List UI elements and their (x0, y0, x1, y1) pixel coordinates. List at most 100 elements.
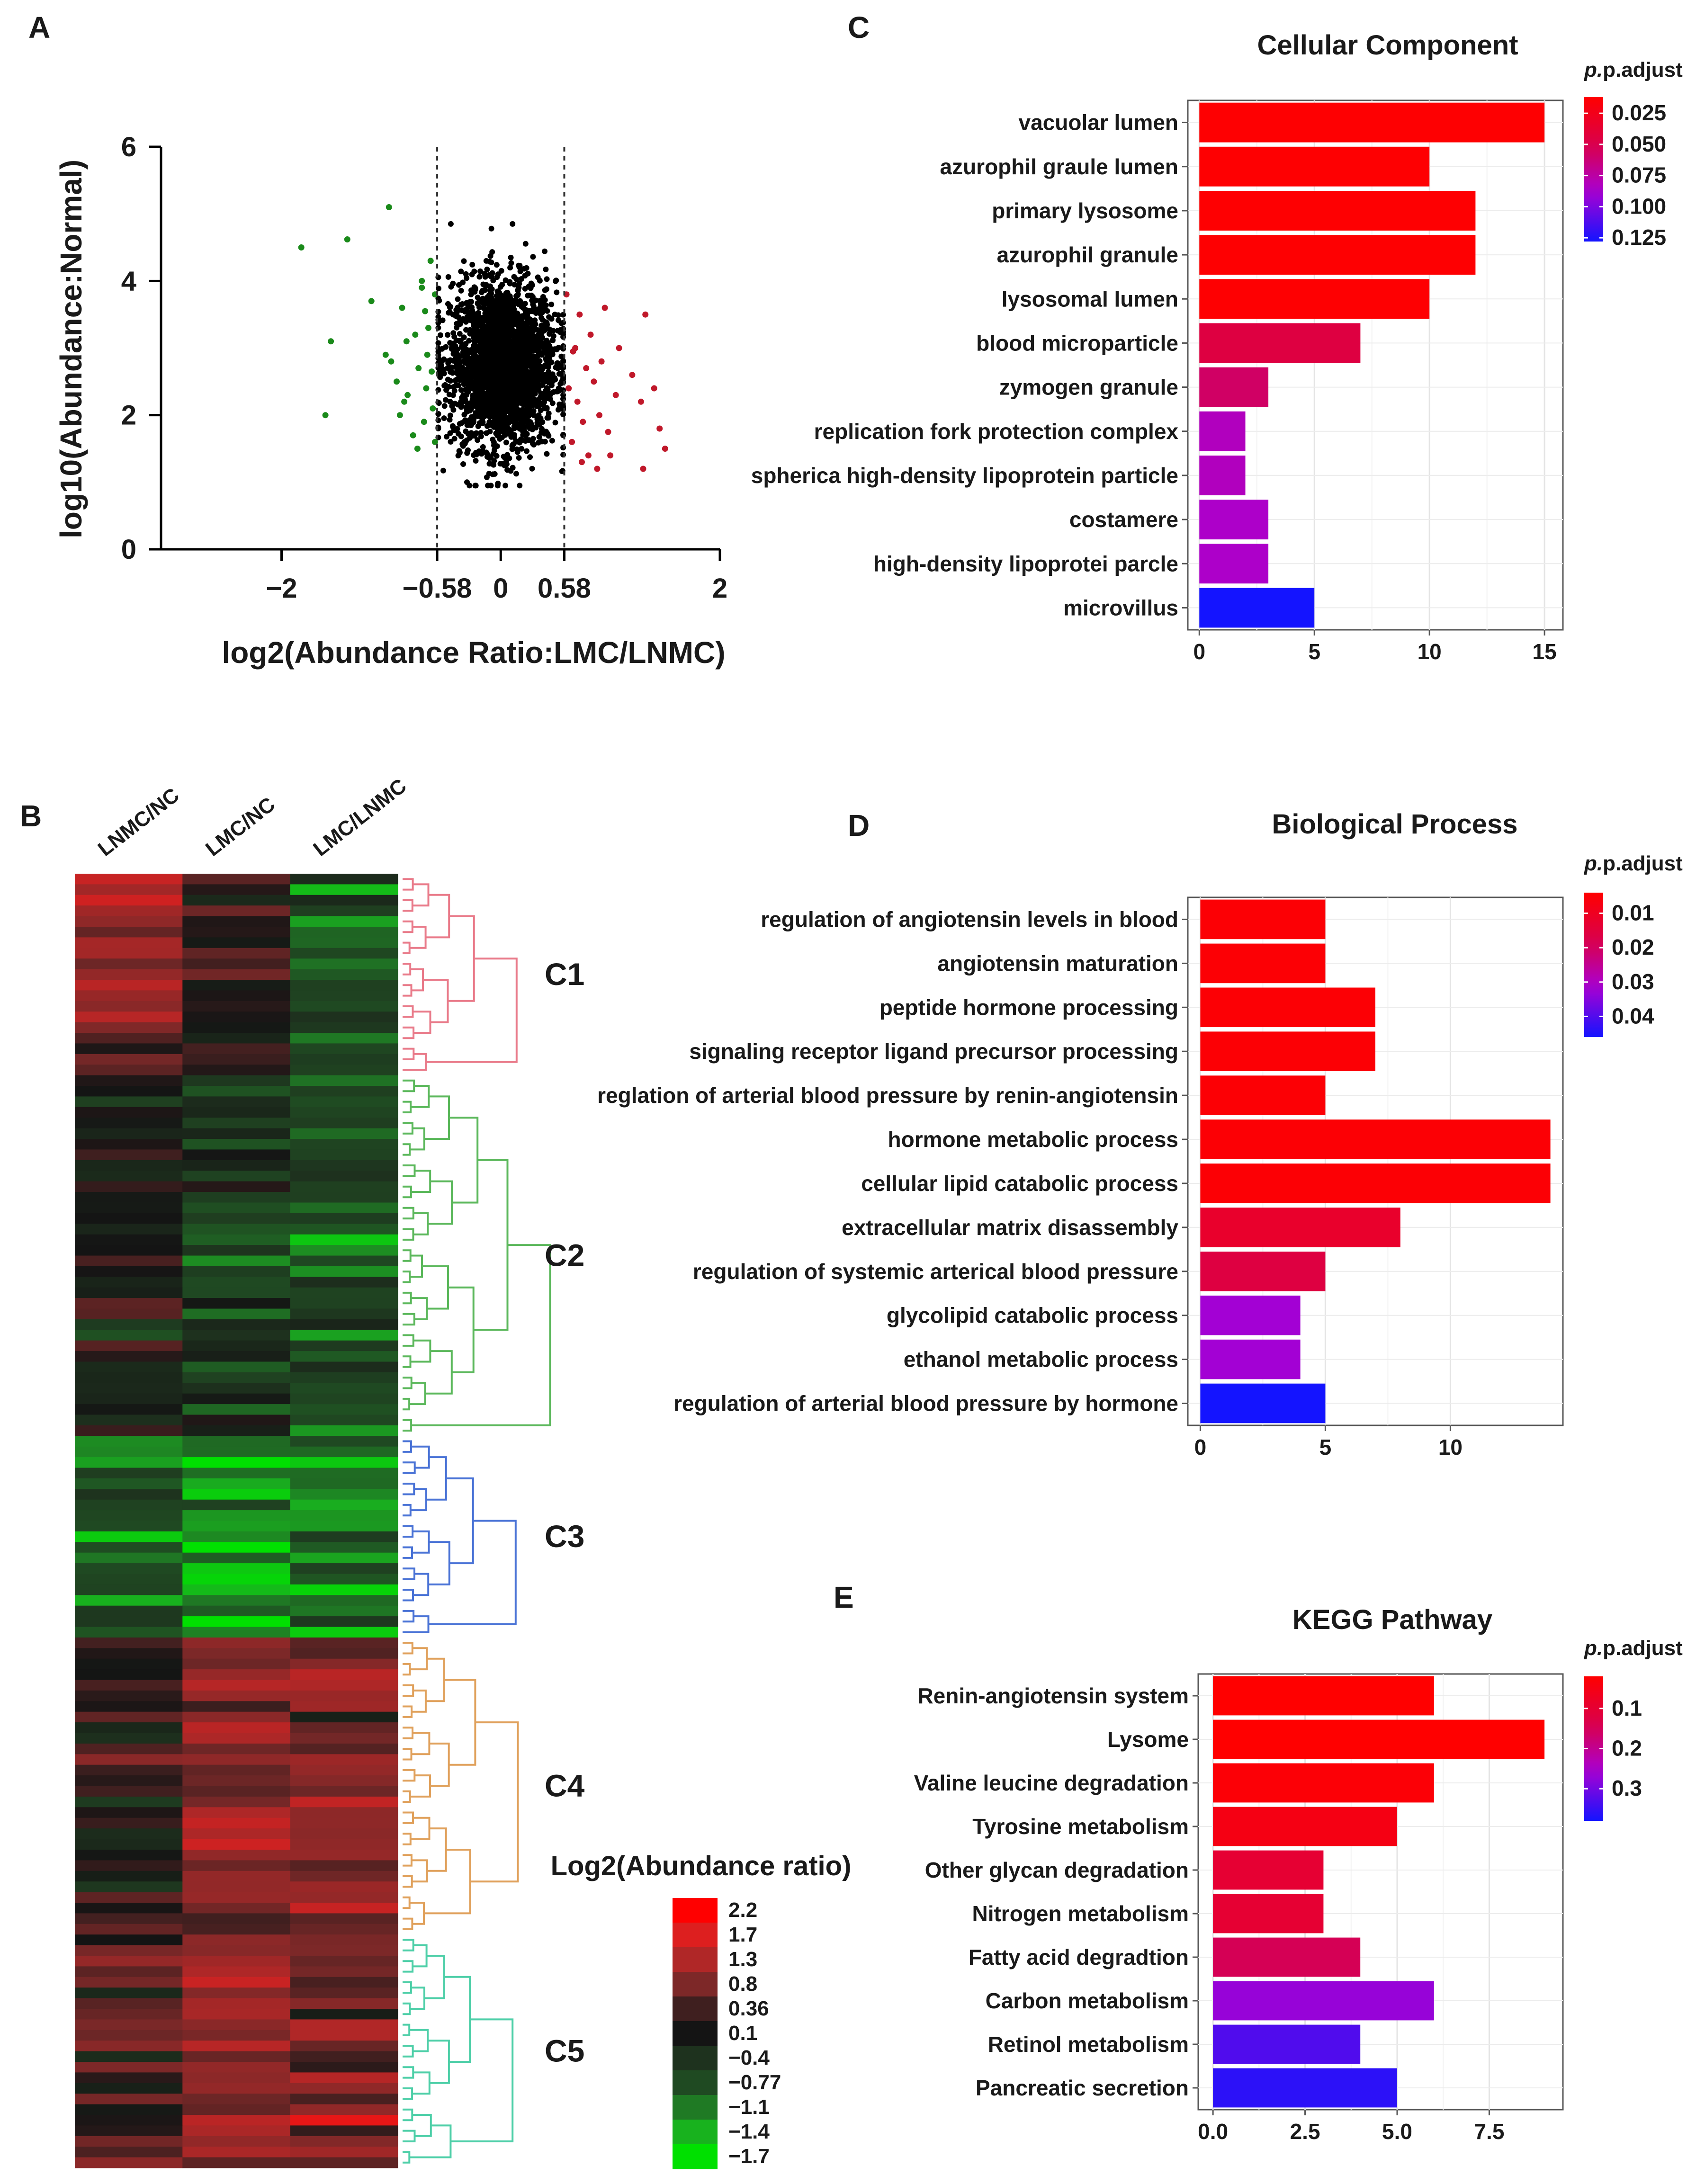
c-bar (1199, 544, 1269, 584)
heatmap-cell (182, 1054, 291, 1065)
heatmap-cell (182, 2041, 291, 2052)
heatmap-cell (290, 1860, 398, 1871)
heatmap-cell (290, 1478, 398, 1489)
dendrogram-branch (427, 1827, 447, 1872)
dendrogram-branch (403, 963, 412, 976)
e-legend-title: p.p.adjust (1584, 1637, 1683, 1660)
dendrogram-branch (403, 1727, 413, 1739)
scatter-point-up-regulated (629, 372, 636, 378)
scatter-point-ns (482, 287, 488, 293)
heatmap-cell (75, 1521, 183, 1532)
scatter-point-ns (478, 346, 484, 352)
scatter-point-down-regulated (419, 277, 425, 284)
scatter-point-ns (492, 369, 498, 376)
d-x-tick-label: 0 (1194, 1435, 1207, 1459)
heatmap-cell (182, 1287, 291, 1298)
cluster-label-c5: C5 (545, 2033, 584, 2068)
heatmap-cell (182, 1425, 291, 1436)
scatter-point-ns (498, 379, 504, 385)
scatter-point-ns (474, 325, 479, 331)
dendrogram-branch (403, 1811, 414, 1824)
heatmap-cell (182, 2009, 291, 2020)
scatter-point-ns (493, 430, 499, 437)
d-legend-label: 0.01 (1612, 901, 1654, 925)
dendrogram-branch (403, 1875, 413, 1888)
dendrogram-branch (448, 915, 475, 1002)
heatmap-cell (75, 1924, 183, 1935)
scatter-point-ns (546, 411, 552, 417)
dendrogram-branch (403, 1440, 412, 1453)
c-legend-bar (1584, 97, 1603, 242)
heatmap-cell (290, 1001, 398, 1012)
scatter-point-ns (552, 312, 558, 318)
c-bar (1199, 279, 1430, 319)
dendrogram-branch (412, 883, 430, 907)
heatmap-cell (290, 1404, 398, 1415)
heatmap-cell (75, 1372, 183, 1383)
scatter-point-ns (440, 367, 447, 373)
scatter-point-ns (517, 327, 523, 332)
heatmap-cell (290, 2009, 398, 2020)
scatter-point-ns (541, 344, 547, 350)
scatter-point-up-regulated (662, 446, 668, 452)
heatmap-cell (182, 1552, 291, 1564)
heatmap-cell (182, 1807, 291, 1818)
dendrogram-branch (403, 2023, 411, 2036)
heatmap-cell (75, 1743, 183, 1754)
scatter-point-ns (441, 356, 447, 362)
dendrogram-branch (409, 1382, 426, 1405)
scatter-point-ns (464, 300, 470, 306)
scatter-point-ns (554, 289, 560, 295)
heatmap-cell (75, 1711, 183, 1723)
heatmap-cell (75, 1202, 183, 1214)
c-category-label: azurophil graule lumen (940, 154, 1178, 179)
scatter-point-ns (462, 417, 468, 423)
scatter-point-ns (473, 411, 479, 417)
d-category-label: angiotensin maturation (937, 951, 1178, 976)
e-category-label: Retinol metabolism (988, 2032, 1189, 2057)
heatmap-cell (182, 1139, 291, 1150)
scatter-point-ns (440, 467, 446, 474)
dendrogram-branch (410, 1987, 425, 2010)
scatter-point-ns (557, 381, 564, 387)
heatmap-cell (75, 1987, 183, 1999)
scatter-point-ns (492, 383, 498, 389)
cluster-label-c4: C4 (545, 1768, 585, 1803)
heatmap-cell (290, 1733, 398, 1744)
dendrogram-branch (473, 1159, 509, 1331)
heatmap-cell (75, 1733, 183, 1744)
scatter-point-ns (453, 383, 459, 389)
heatmap-cell (75, 2051, 183, 2062)
heatmap-cell (75, 1234, 183, 1245)
scatter-point-ns (529, 337, 535, 342)
heatmap-cell (75, 1468, 183, 1479)
heatmap-cell (182, 1648, 291, 1659)
scatter-point-ns (467, 408, 473, 414)
scatter-point-ns (480, 420, 486, 426)
heatmap-cell (290, 1075, 398, 1086)
dendrogram-branch (403, 1122, 413, 1135)
heatmap-cell (290, 1351, 398, 1362)
heatmap-cell (182, 1022, 291, 1033)
scatter-point-ns (523, 265, 529, 271)
scatter-point-ns (516, 455, 522, 461)
scatter-point-ns (479, 329, 485, 335)
heatmap-cell (182, 1542, 291, 1553)
dendrogram-branch (403, 1291, 412, 1305)
e-category-label: Carbon metabolism (986, 1988, 1189, 2013)
heatmap-cell (290, 948, 398, 959)
dendrogram-branch (403, 1960, 414, 1973)
scatter-point-ns (477, 268, 483, 274)
scatter-point-ns (527, 454, 533, 460)
heatmap-cell (182, 1224, 291, 1235)
scatter-point-ns (454, 376, 460, 382)
scatter-point-ns (435, 349, 441, 355)
dendrogram-branch (403, 1377, 413, 1389)
scatter-point-ns (542, 439, 548, 445)
color-scale-swatch (673, 2095, 718, 2120)
heatmap-cell (182, 980, 291, 991)
scatter-point-ns (544, 308, 550, 314)
scatter-point-ns (460, 461, 466, 467)
scatter-point-ns (483, 381, 489, 387)
color-scale-label: −1.1 (728, 2095, 770, 2119)
